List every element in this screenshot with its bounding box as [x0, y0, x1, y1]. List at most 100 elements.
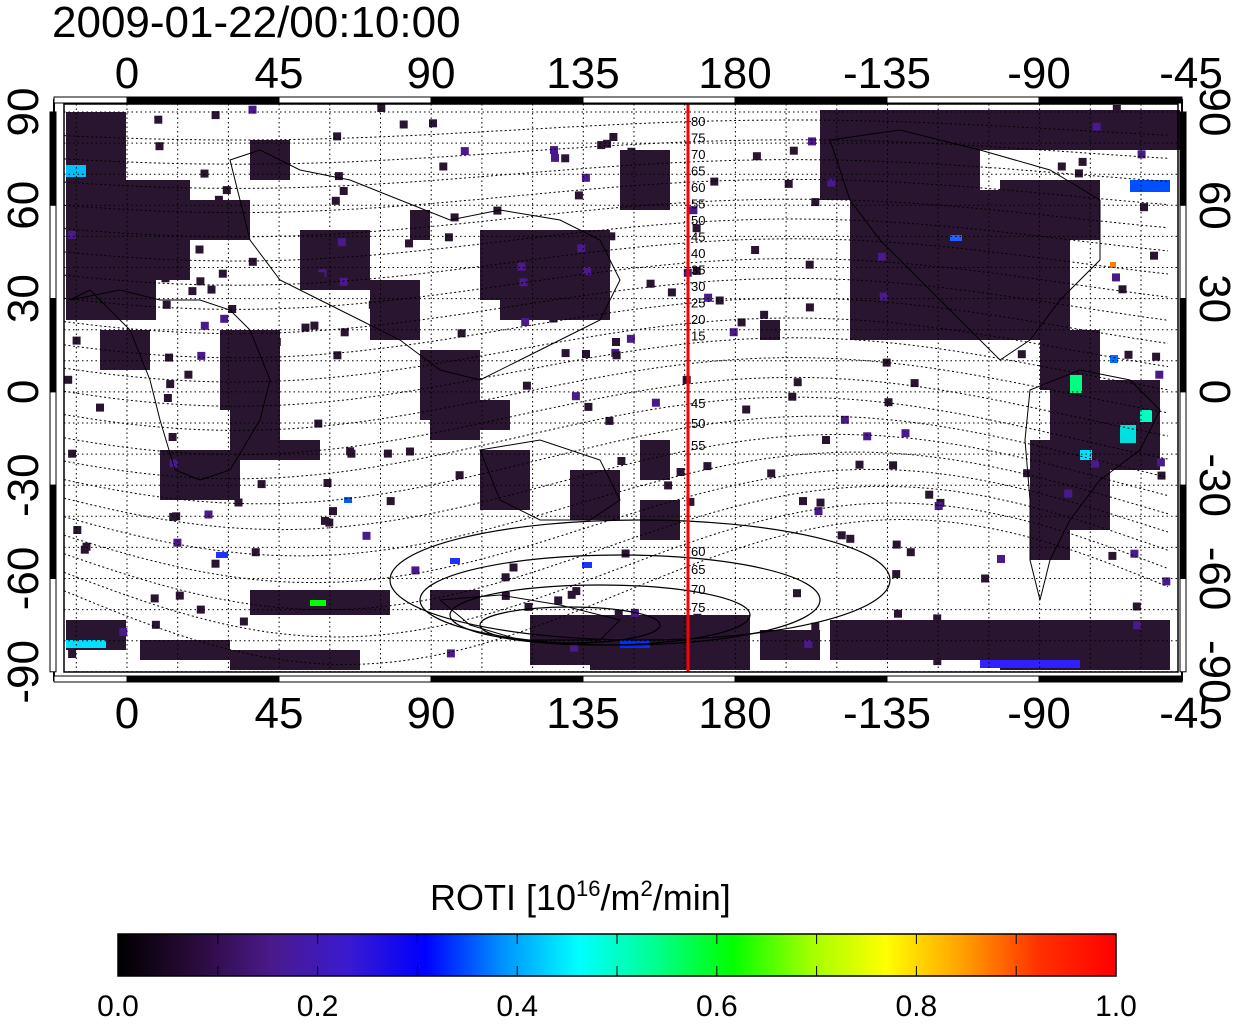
roti-data-cell: [67, 230, 76, 239]
roti-data-cell: [248, 257, 257, 266]
roti-data-cell: [804, 640, 813, 649]
roti-data-cell: [168, 433, 177, 441]
contour-value-labels: 8075706560555045403530252015455055606570…: [691, 114, 705, 615]
contour-line: [63, 198, 1169, 238]
colorbar: ROTI [1016/m2/min] 0.0 0.2 0.4 0.6 0.8 1.0: [97, 876, 1137, 1023]
colorbar-label: ROTI [1016/m2/min]: [430, 876, 731, 918]
roti-highlight-cell: [216, 552, 228, 558]
roti-data-cell: [561, 349, 570, 358]
top-tick-label: 90: [407, 49, 456, 98]
roti-data-region: [1000, 180, 1100, 240]
roti-data-cell: [1157, 471, 1166, 480]
roti-data-cell: [693, 613, 702, 622]
roti-data-cell: [602, 260, 611, 268]
contour-label-south: 65: [691, 562, 705, 577]
roti-data-cell: [889, 461, 898, 470]
roti-data-cell: [582, 630, 591, 639]
roti-data-cell: [901, 429, 910, 438]
roti-data-region: [330, 250, 370, 290]
roti-data-cell: [64, 375, 73, 384]
contour-line: [63, 376, 1169, 456]
roti-data-cell: [609, 133, 618, 141]
contour-label-north: 45: [691, 230, 705, 245]
roti-data-cell: [617, 457, 626, 465]
roti-data-cell: [200, 169, 209, 178]
roti-highlight-cell: [1070, 375, 1082, 393]
roti-data-cell: [896, 619, 905, 628]
roti-data-cell: [906, 548, 915, 557]
roti-data-cell: [667, 288, 676, 297]
roti-data-cell: [863, 432, 872, 441]
bottom-frame-segment: [126, 675, 280, 683]
roti-data-cell: [195, 245, 204, 254]
roti-data-cell: [581, 173, 590, 182]
roti-data-cell: [846, 534, 855, 543]
roti-data-cell: [582, 350, 590, 358]
contour-label-south: 55: [691, 438, 705, 453]
roti-data-region: [190, 200, 250, 240]
contour-line: [63, 238, 1169, 286]
roti-data-cell: [161, 274, 170, 283]
roti-data-cell: [517, 262, 526, 271]
coastline: [229, 149, 621, 381]
contour-label-north: 60: [691, 180, 705, 195]
roti-data-cell: [1152, 352, 1161, 361]
roti-data-cell: [933, 614, 942, 623]
roti-data-cell: [399, 120, 408, 129]
roti-data-region: [480, 450, 530, 510]
roti-data-cell: [612, 338, 620, 346]
roti-data-cell: [211, 111, 220, 120]
coastline: [479, 439, 621, 521]
roti-data-cell: [222, 186, 231, 195]
left-tick-label: -60: [0, 547, 48, 611]
roti-data-cell: [605, 416, 614, 425]
bottom-frame-segment: [734, 675, 888, 683]
colorbar-label-mid: /m: [601, 877, 641, 918]
roti-data-cell: [126, 247, 135, 256]
contour-label-north: 80: [691, 114, 705, 129]
top-longitude-ticks: 0 45 90 135 180 -135 -90 -45: [115, 49, 1223, 98]
roti-data-cell: [567, 590, 576, 599]
roti-data-cell: [1132, 602, 1141, 611]
roti-data-cell: [879, 292, 888, 301]
contour-label-north: 70: [691, 147, 705, 162]
contour-line: [63, 277, 1169, 335]
roti-data-cell: [383, 449, 392, 458]
roti-data-cell: [444, 233, 453, 242]
roti-data-cell: [760, 310, 769, 319]
roti-data-cell: [947, 178, 956, 187]
roti-data-cell: [729, 328, 738, 337]
roti-data-cell: [1155, 370, 1164, 379]
contour-line: [63, 468, 1169, 584]
roti-data-cell: [751, 246, 760, 254]
colorbar-tick-marks: [217, 934, 1017, 976]
roti-data-cell: [154, 115, 163, 124]
contour-line: [63, 396, 1169, 480]
roti-data-cell: [169, 459, 178, 468]
contour-label-north: 40: [691, 246, 705, 261]
roti-data-cell: [1043, 633, 1052, 641]
roti-data-cell: [1111, 436, 1120, 445]
roti-data-region: [160, 450, 240, 500]
roti-data-cell: [368, 300, 377, 309]
roti-data-cell: [899, 141, 908, 150]
bottom-frame-segment: [1038, 675, 1183, 683]
roti-data-cell: [310, 321, 319, 330]
roti-data-cell: [997, 555, 1005, 563]
roti-data-cell: [931, 259, 940, 268]
roti-data-cell: [864, 282, 873, 291]
roti-data-cell: [572, 587, 581, 596]
colorbar-tick-label: 0.6: [696, 990, 738, 1023]
roti-data-cell: [917, 300, 926, 309]
roti-data-cell: [789, 146, 798, 155]
roti-data-cell: [1140, 203, 1148, 212]
roti-data-cell: [362, 531, 371, 540]
colorbar-tick-label: 0.0: [97, 990, 139, 1023]
roti-data-region: [410, 210, 430, 240]
roti-data-cell: [1112, 105, 1121, 113]
roti-data-cell: [1091, 459, 1099, 468]
roti-data-cell: [439, 162, 448, 171]
contour-label-south: 50: [691, 416, 705, 431]
magnetic-latitude-contours: [63, 119, 1169, 666]
